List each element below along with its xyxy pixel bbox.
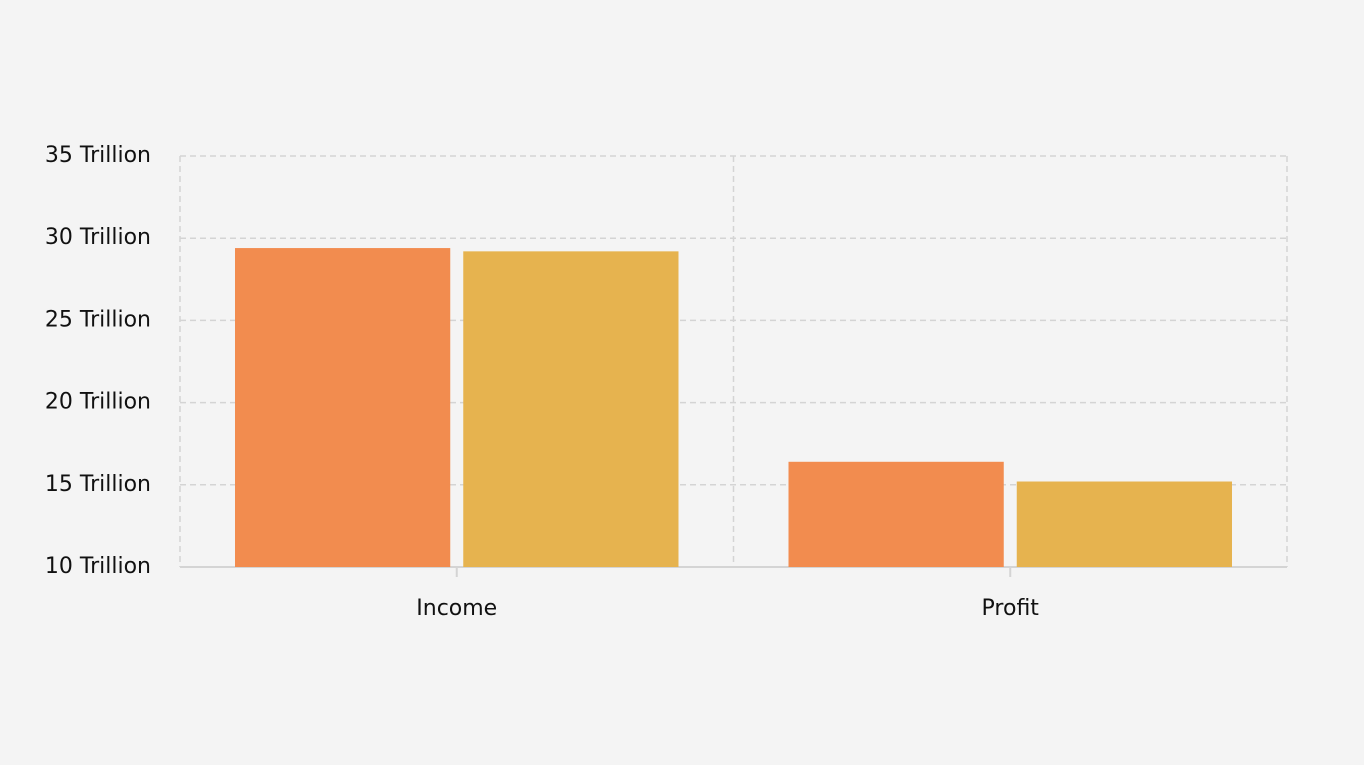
bar [788, 461, 1004, 567]
bar [235, 248, 451, 567]
y-tick-label: 15 Trillion [45, 472, 151, 497]
y-tick-label: 35 Trillion [45, 143, 151, 168]
bar [1016, 481, 1232, 567]
y-tick-label: 10 Trillion [45, 554, 151, 579]
y-tick-label: 25 Trillion [45, 307, 151, 332]
bar [463, 251, 679, 568]
y-tick-label: 30 Trillion [45, 225, 151, 250]
x-tick-label: Profit [982, 596, 1040, 621]
x-tick-label: Income [416, 596, 497, 621]
y-tick-label: 20 Trillion [45, 390, 151, 415]
